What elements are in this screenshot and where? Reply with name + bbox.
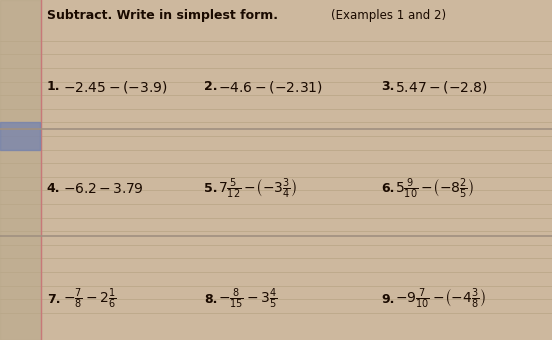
Text: 1.: 1. [47,80,60,93]
Text: 3.: 3. [381,80,394,93]
Text: Subtract. Write in simplest form.: Subtract. Write in simplest form. [47,9,278,22]
Text: $7\frac{5}{12}-\!\left(-3\frac{3}{4}\right)$: $7\frac{5}{12}-\!\left(-3\frac{3}{4}\rig… [218,176,298,201]
Text: 6.: 6. [381,182,394,195]
Text: $-2.45-(-3.9)$: $-2.45-(-3.9)$ [63,79,168,95]
Text: $-9\frac{7}{10}-\!\left(-4\frac{3}{8}\right)$: $-9\frac{7}{10}-\!\left(-4\frac{3}{8}\ri… [395,287,486,311]
Text: 5.: 5. [204,182,217,195]
Text: 9.: 9. [381,293,394,306]
Text: (Examples 1 and 2): (Examples 1 and 2) [331,9,447,22]
Text: 8.: 8. [204,293,217,306]
Bar [0,0,41,340]
Text: 4.: 4. [47,182,60,195]
Text: 7.: 7. [47,293,60,306]
Text: $-6.2-3.79$: $-6.2-3.79$ [63,182,144,196]
Text: $-\frac{7}{8}-2\frac{1}{6}$: $-\frac{7}{8}-2\frac{1}{6}$ [63,287,117,311]
Text: $5\frac{9}{10}-\!\left(-8\frac{2}{5}\right)$: $5\frac{9}{10}-\!\left(-8\frac{2}{5}\rig… [395,176,474,201]
Text: $-4.6-(-2.31)$: $-4.6-(-2.31)$ [218,79,323,95]
Text: $5.47-(-2.8)$: $5.47-(-2.8)$ [395,79,487,95]
Text: $-\frac{8}{15}-3\frac{4}{5}$: $-\frac{8}{15}-3\frac{4}{5}$ [218,287,278,311]
Bar [0,122,40,150]
Text: 2.: 2. [204,80,217,93]
